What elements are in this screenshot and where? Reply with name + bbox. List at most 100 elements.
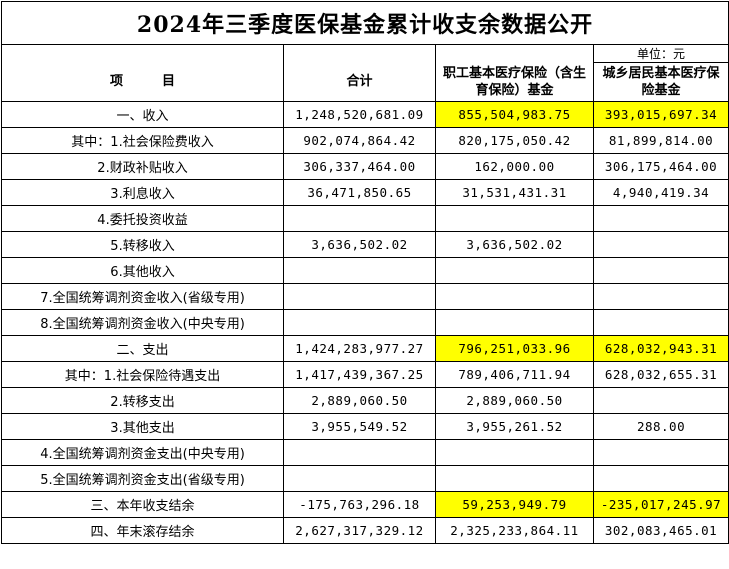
row-label: 其中：1.社会保险待遇支出 [1, 361, 284, 388]
cell-employee [435, 257, 594, 284]
cell-resident [592, 283, 729, 310]
cell-resident [592, 309, 729, 336]
table-row: 三、本年收支结余 -175,763,296.18 59,253,949.79 -235… [1, 491, 729, 518]
row-label: 8.全国统筹调剂资金收入(中央专用) [1, 309, 284, 336]
cell-total: 902,074,864.42 [283, 127, 436, 154]
table-row: 其中：1.社会保险费收入 902,074,864.42 820,175,050.42… [1, 127, 729, 154]
cell-employee: 789,406,711.94 [435, 361, 594, 388]
cell-total [283, 283, 436, 310]
cell-employee [435, 465, 594, 492]
table-row: 8.全国统筹调剂资金收入(中央专用) [1, 309, 729, 336]
cell-employee [435, 439, 594, 466]
cell-employee: 796,251,033.96 [435, 335, 594, 362]
cell-employee: 3,636,502.02 [435, 231, 594, 258]
page-title: 2024年三季度医保基金累计收支余数据公开 [0, 1, 729, 45]
unit-spacer [435, 44, 594, 63]
cell-resident: 306,175,464.00 [592, 153, 729, 180]
cell-total: 36,471,850.65 [283, 179, 436, 206]
row-label: 3.利息收入 [1, 179, 284, 206]
row-label: 4.委托投资收益 [1, 205, 284, 232]
cell-employee: 820,175,050.42 [435, 127, 594, 154]
unit-label: 单位：元 [592, 44, 729, 63]
table-row: 一、收入 1,248,520,681.09 855,504,983.75 393,01… [1, 101, 729, 128]
cell-employee [435, 283, 594, 310]
cell-employee: 3,955,261.52 [435, 413, 594, 440]
row-label: 7.全国统筹调剂资金收入(省级专用) [1, 283, 284, 310]
unit-spacer [1, 44, 284, 63]
row-label: 其中：1.社会保险费收入 [1, 127, 284, 154]
table-row: 5.转移收入 3,636,502.02 3,636,502.02 [1, 231, 729, 258]
table-row: 二、支出 1,424,283,977.27 796,251,033.96 628,03… [1, 335, 729, 362]
row-label: 3.其他支出 [1, 413, 284, 440]
cell-resident: 4,940,419.34 [592, 179, 729, 206]
table-row: 7.全国统筹调剂资金收入(省级专用) [1, 283, 729, 310]
row-label: 一、收入 [1, 101, 284, 128]
table-body: 一、收入 1,248,520,681.09 855,504,983.75 393,01… [1, 101, 729, 544]
cell-total [283, 205, 436, 232]
cell-employee: 2,889,060.50 [435, 387, 594, 414]
cell-employee: 162,000.00 [435, 153, 594, 180]
cell-total: 2,889,060.50 [283, 387, 436, 414]
cell-total: 3,955,549.52 [283, 413, 436, 440]
cell-total [283, 465, 436, 492]
row-label: 三、本年收支结余 [1, 491, 284, 518]
row-label: 6.其他收入 [1, 257, 284, 284]
cell-employee [435, 309, 594, 336]
cell-employee: 2,325,233,864.11 [435, 517, 594, 544]
cell-resident [592, 257, 729, 284]
table-row: 4.委托投资收益 [1, 205, 729, 232]
cell-resident: 302,083,465.01 [592, 517, 729, 544]
header-resident: 城乡居民基本医疗保险基金 [592, 62, 729, 102]
cell-employee [435, 205, 594, 232]
row-label: 4.全国统筹调剂资金支出(中央专用) [1, 439, 284, 466]
cell-total: 1,424,283,977.27 [283, 335, 436, 362]
header-row: 项 目 合计 职工基本医疗保险（含生育保险）基金 城乡居民基本医疗保险基金 [1, 62, 729, 102]
cell-resident [592, 387, 729, 414]
header-item: 项 目 [1, 62, 284, 102]
table-row: 4.全国统筹调剂资金支出(中央专用) [1, 439, 729, 466]
row-label: 5.转移收入 [1, 231, 284, 258]
cell-resident [592, 231, 729, 258]
cell-total [283, 309, 436, 336]
table-row: 四、年末滚存结余 2,627,317,329.12 2,325,233,864.11… [1, 517, 729, 544]
cell-employee: 59,253,949.79 [435, 491, 594, 518]
cell-resident: 288.00 [592, 413, 729, 440]
table-row: 3.利息收入 36,471,850.65 31,531,431.31 4,940,41… [1, 179, 729, 206]
cell-resident: 81,899,814.00 [592, 127, 729, 154]
cell-resident [592, 439, 729, 466]
unit-spacer [283, 44, 436, 63]
cell-employee: 31,531,431.31 [435, 179, 594, 206]
title-row: 2024年三季度医保基金累计收支余数据公开 [0, 1, 729, 45]
cell-total [283, 439, 436, 466]
cell-resident [592, 465, 729, 492]
table-row: 5.全国统筹调剂资金支出(省级专用) [1, 465, 729, 492]
cell-total: 306,337,464.00 [283, 153, 436, 180]
row-label: 四、年末滚存结余 [1, 517, 284, 544]
table-row: 其中：1.社会保险待遇支出 1,417,439,367.25 789,406,711… [1, 361, 729, 388]
header-total: 合计 [283, 62, 436, 102]
cell-resident: 628,032,943.31 [592, 335, 729, 362]
cell-resident [592, 205, 729, 232]
fund-table: 2024年三季度医保基金累计收支余数据公开 单位：元 项 目 合计 职工基本医疗… [0, 1, 729, 544]
cell-employee: 855,504,983.75 [435, 101, 594, 128]
cell-total: 2,627,317,329.12 [283, 517, 436, 544]
row-label: 二、支出 [1, 335, 284, 362]
cell-total: 1,417,439,367.25 [283, 361, 436, 388]
table-row: 2.转移支出 2,889,060.50 2,889,060.50 [1, 387, 729, 414]
row-label: 2.财政补贴收入 [1, 153, 284, 180]
row-label: 2.转移支出 [1, 387, 284, 414]
cell-total: 3,636,502.02 [283, 231, 436, 258]
header-employee: 职工基本医疗保险（含生育保险）基金 [435, 62, 594, 102]
cell-resident: 628,032,655.31 [592, 361, 729, 388]
cell-total: -175,763,296.18 [283, 491, 436, 518]
cell-total [283, 257, 436, 284]
cell-resident: -235,017,245.97 [592, 491, 729, 518]
row-label: 5.全国统筹调剂资金支出(省级专用) [1, 465, 284, 492]
table-row: 3.其他支出 3,955,549.52 3,955,261.52 288.00 [1, 413, 729, 440]
cell-total: 1,248,520,681.09 [283, 101, 436, 128]
unit-row: 单位：元 [1, 44, 729, 63]
cell-resident: 393,015,697.34 [592, 101, 729, 128]
table-row: 6.其他收入 [1, 257, 729, 284]
table-row: 2.财政补贴收入 306,337,464.00 162,000.00 306,175,… [1, 153, 729, 180]
